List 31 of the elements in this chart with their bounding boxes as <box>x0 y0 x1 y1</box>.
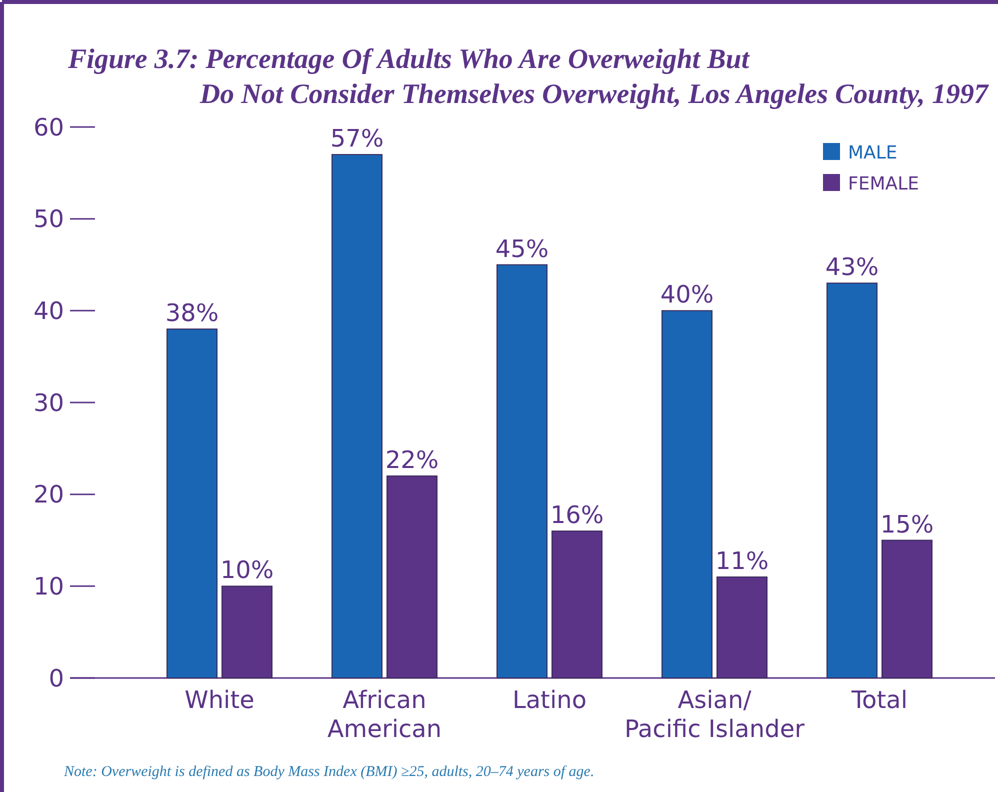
bar <box>496 264 548 678</box>
x-tick-label: Asian/ Pacific Islander <box>624 686 805 743</box>
y-tick-label: 10 <box>33 572 64 601</box>
x-tick-label: Latino <box>512 686 587 714</box>
text: Note: Overweight is defined as Body Mass Index (BMI) ≥25, adults, 20–74 years of age. <box>63 764 594 780</box>
y-tick-label: 60 <box>33 113 64 142</box>
y-tick-label: 20 <box>33 480 64 509</box>
data-label: 38% <box>165 299 219 328</box>
data-label: 16% <box>550 501 604 530</box>
y-tick-label: 50 <box>33 205 64 234</box>
y-tick-label: 0 <box>48 664 64 692</box>
data-label: 22% <box>385 446 439 474</box>
bar <box>826 282 878 678</box>
x-tick-label: White <box>184 686 254 714</box>
y-tick-label: 40 <box>33 297 64 326</box>
data-label: 43% <box>825 253 879 282</box>
data-label: 10% <box>220 556 274 584</box>
y-tick-label: 30 <box>33 388 64 417</box>
x-tick-label: African American <box>327 686 442 743</box>
legend-label: FEMALE <box>848 173 919 194</box>
chart-title: Figure 3.7: Percentage Of Adults Who Are Overweight But Do Not Consider Themselves Overweight, Los Angeles County, 1997 <box>67 44 989 110</box>
legend-label: MALE <box>848 142 898 164</box>
bar <box>166 328 218 678</box>
data-label: 40% <box>660 280 714 309</box>
data-label: 45% <box>495 234 549 263</box>
data-label: 11% <box>715 546 769 575</box>
data-label: 15% <box>880 510 934 538</box>
bar <box>332 154 382 678</box>
bar <box>662 310 712 678</box>
x-tick-label: Total <box>850 686 908 714</box>
data-label: 57% <box>330 124 384 153</box>
